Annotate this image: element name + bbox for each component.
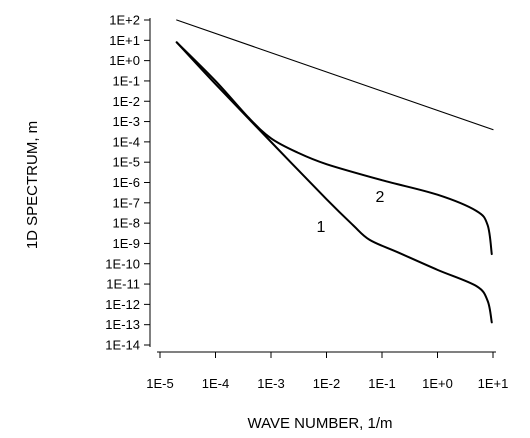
x-tick-label: 1E-1 [368,376,395,391]
y-tick-label: 1E+2 [109,13,140,28]
y-tick-label: 1E-9 [113,236,140,251]
y-tick-label: 1E-2 [113,94,140,109]
data-series [175,19,494,324]
y-tick-label: 1E-4 [113,134,140,149]
x-tick-label: 1E-5 [146,376,173,391]
curve-label-1: 1 [317,219,326,236]
x-tick-label: 1E-4 [202,376,229,391]
reference-line [176,19,494,131]
curve-1 [175,41,493,324]
y-tick-label: 1E-1 [113,73,140,88]
x-tick-label: 1E+1 [478,376,509,391]
curve-label-2: 2 [376,189,385,206]
y-tick-label: 1E-12 [105,297,140,312]
y-tick-label: 1E-14 [105,338,140,353]
y-axis-title: 1D SPECTRUM, m [24,121,41,249]
y-tick-label: 1E-7 [113,195,140,210]
x-tick-label: 1E+0 [422,376,453,391]
y-tick-label: 1E-11 [106,277,140,292]
curve-labels: 21 [317,189,385,236]
y-tick-label: 1E-5 [113,155,140,170]
axis-ticks: 1E+2 1E+1 1E+0 1E-1 1E-2 1E-3 1E-4 1E-5 1E-6 1E-7… [105,13,508,392]
y-tick-label: 1E-10 [105,256,140,271]
y-tick-label: 1E-8 [113,216,140,231]
x-tick-label: 1E-2 [313,376,340,391]
y-tick-label: 1E+1 [109,33,140,48]
y-tick-label: 1E-13 [105,317,140,332]
y-tick-label: 1E-6 [113,175,140,190]
y-tick-label: 1E-3 [113,114,140,129]
y-tick-label: 1E+0 [109,53,140,68]
x-tick-label: 1E-3 [257,376,284,391]
x-axis-title: WAVE NUMBER, 1/m [247,415,392,432]
